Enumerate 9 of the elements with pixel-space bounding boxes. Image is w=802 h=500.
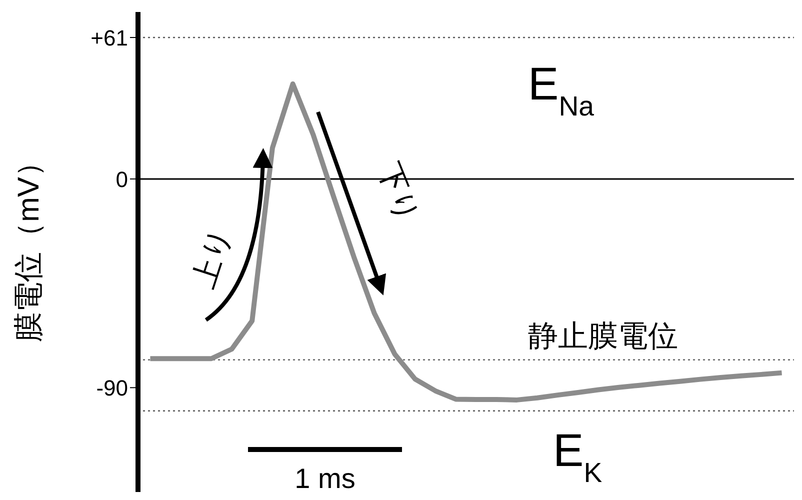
y-tick-label: +61 <box>90 25 128 50</box>
y-tick-label: 0 <box>116 166 128 192</box>
y-axis-title: 膜電位（mV） <box>12 147 46 342</box>
ref-line-label: E$_{Na}$ <box>528 58 595 122</box>
annotation: 1 ms <box>294 463 356 494</box>
y-tick-label: -90 <box>96 375 128 400</box>
ref-line-label: 静止膜電位 <box>528 320 678 353</box>
ref-line-label: E$_{K}$ <box>553 424 603 488</box>
annotation: 上り <box>187 224 238 292</box>
